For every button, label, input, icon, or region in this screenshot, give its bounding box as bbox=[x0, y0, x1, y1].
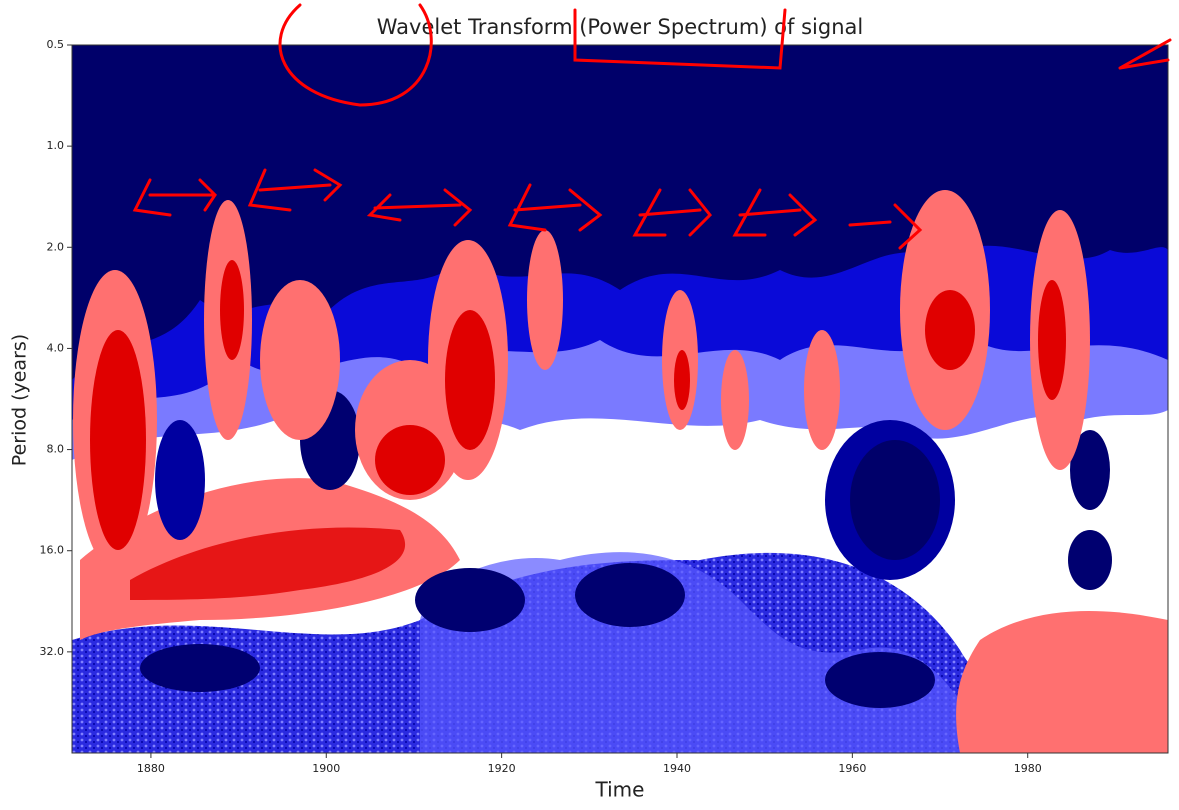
hand-annotations bbox=[132, 3, 1172, 250]
x-tick-label: 1880 bbox=[137, 762, 165, 775]
x-tick-label: 1900 bbox=[312, 762, 340, 775]
axes: 1880 1900 1920 1940 1960 1980 0.5 1.0 2.0 4.0 8.0 1… bbox=[40, 38, 1042, 775]
y-axis-label: Period (years) bbox=[9, 334, 31, 466]
y-tick-label: 0.5 bbox=[47, 38, 65, 51]
y-tick-label: 8.0 bbox=[47, 443, 65, 456]
contour-field bbox=[72, 45, 1168, 753]
x-axis-label: Time bbox=[595, 778, 645, 802]
y-tick-label: 4.0 bbox=[47, 341, 65, 354]
y-tick-label: 16.0 bbox=[40, 544, 65, 557]
y-tick-label: 1.0 bbox=[47, 139, 65, 152]
y-tick-label: 2.0 bbox=[47, 240, 65, 253]
x-tick-label: 1960 bbox=[838, 762, 866, 775]
x-tick-label: 1980 bbox=[1014, 762, 1042, 775]
x-tick-label: 1940 bbox=[663, 762, 691, 775]
plot-frame bbox=[71, 44, 1169, 754]
x-tick-label: 1920 bbox=[488, 762, 516, 775]
y-tick-label: 32.0 bbox=[40, 645, 65, 658]
chart-title: Wavelet Transform (Power Spectrum) of si… bbox=[377, 15, 863, 39]
